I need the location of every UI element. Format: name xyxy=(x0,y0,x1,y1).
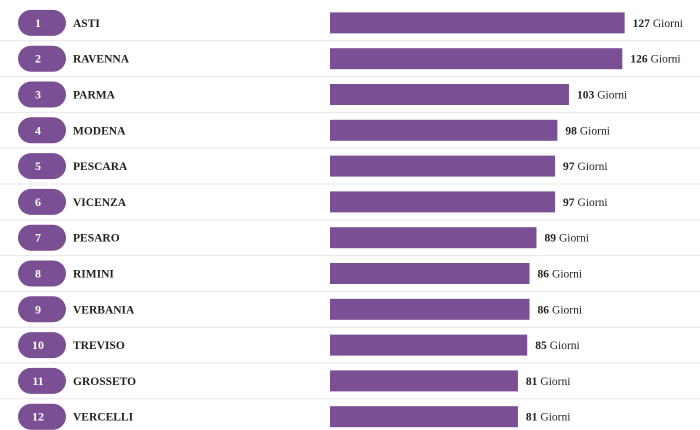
category-label: TREVISO xyxy=(73,340,125,352)
chart-row: 11 GROSSETO 81 Giorni xyxy=(0,367,700,400)
bar xyxy=(330,191,556,213)
category-label: ASTI xyxy=(73,18,100,30)
value-number: 85 xyxy=(535,340,547,352)
value-unit: Giorni xyxy=(580,125,610,137)
value-unit: Giorni xyxy=(578,197,608,209)
category-label: PESCARA xyxy=(73,161,128,173)
rank-badge xyxy=(18,296,66,323)
rank-badge xyxy=(18,117,66,144)
value-number: 97 xyxy=(563,197,575,209)
category-label: MODENA xyxy=(73,125,126,137)
value-unit: Giorni xyxy=(552,269,582,281)
bar xyxy=(330,227,537,249)
value-label: 89 Giorni xyxy=(544,233,589,245)
value-number: 86 xyxy=(538,269,550,281)
value-label: 85 Giorni xyxy=(535,340,580,352)
rank-number: 2 xyxy=(35,52,41,66)
value-unit: Giorni xyxy=(550,340,580,352)
category-label: VERBANIA xyxy=(73,304,135,316)
chart-row: 4 MODENA 98 Giorni xyxy=(0,117,700,149)
category-label: PESARO xyxy=(73,233,120,245)
value-label: 97 Giorni xyxy=(563,197,608,209)
chart-row: 8 RIMINI 86 Giorni xyxy=(0,260,700,292)
value-number: 126 xyxy=(630,54,648,66)
value-label: 86 Giorni xyxy=(538,269,583,281)
category-label: VICENZA xyxy=(73,197,127,209)
value-label: 97 Giorni xyxy=(563,161,608,173)
rank-badge xyxy=(18,224,66,251)
rank-badge xyxy=(18,45,66,72)
value-number: 86 xyxy=(538,304,550,316)
rank-number: 1 xyxy=(35,16,41,30)
value-unit: Giorni xyxy=(540,376,570,388)
rank-number: 4 xyxy=(35,123,41,137)
value-unit: Giorni xyxy=(578,161,608,173)
value-number: 97 xyxy=(563,161,575,173)
value-unit: Giorni xyxy=(653,18,683,30)
chart-row: 1 ASTI 127 Giorni xyxy=(0,9,700,42)
bar xyxy=(330,370,518,392)
chart-row: 2 RAVENNA 126 Giorni xyxy=(0,45,700,78)
value-label: 81 Giorni xyxy=(526,412,571,424)
rank-number: 5 xyxy=(35,159,41,173)
bar xyxy=(330,12,625,34)
rank-number: 6 xyxy=(35,195,41,209)
value-unit: Giorni xyxy=(559,233,589,245)
rank-number: 10 xyxy=(32,338,44,352)
rank-badge xyxy=(18,367,66,394)
value-number: 103 xyxy=(577,90,595,102)
bar xyxy=(330,263,530,284)
rank-badge xyxy=(18,9,66,36)
rank-badge xyxy=(18,153,66,180)
rank-number: 11 xyxy=(32,374,43,388)
category-label: RIMINI xyxy=(73,269,114,281)
value-number: 127 xyxy=(633,18,651,30)
chart-row: 12 VERCELLI 81 Giorni xyxy=(18,403,571,430)
value-label: 98 Giorni xyxy=(565,125,610,137)
rank-number: 7 xyxy=(35,231,41,245)
value-number: 98 xyxy=(565,125,577,137)
chart-row: 3 PARMA 103 Giorni xyxy=(0,81,700,113)
chart-row: 5 PESCARA 97 Giorni xyxy=(0,153,700,185)
category-label: PARMA xyxy=(73,90,116,102)
bar xyxy=(330,48,623,70)
value-unit: Giorni xyxy=(597,90,627,102)
value-label: 126 Giorni xyxy=(630,54,680,66)
bar xyxy=(330,84,569,105)
value-unit: Giorni xyxy=(552,304,582,316)
bar xyxy=(330,334,528,356)
value-number: 89 xyxy=(544,233,556,245)
value-number: 81 xyxy=(526,412,538,424)
value-unit: Giorni xyxy=(651,54,681,66)
category-label: GROSSETO xyxy=(73,376,136,388)
value-label: 81 Giorni xyxy=(526,376,571,388)
bar xyxy=(330,119,558,141)
rank-badge xyxy=(18,260,66,287)
bar xyxy=(330,155,556,177)
bar xyxy=(330,298,530,320)
rank-number: 3 xyxy=(35,88,41,102)
rank-number: 12 xyxy=(32,410,44,424)
value-label: 127 Giorni xyxy=(633,18,683,30)
value-unit: Giorni xyxy=(540,412,570,424)
rank-badge xyxy=(18,332,66,359)
rank-badge xyxy=(18,403,66,430)
bar xyxy=(330,406,518,428)
rank-badge xyxy=(18,81,66,108)
value-label: 86 Giorni xyxy=(538,304,583,316)
rank-badge xyxy=(18,188,66,215)
rank-number: 9 xyxy=(35,302,41,316)
chart-row: 9 VERBANIA 86 Giorni xyxy=(0,296,700,328)
rank-number: 8 xyxy=(35,267,41,281)
category-label: RAVENNA xyxy=(73,54,130,66)
chart-row: 7 PESARO 89 Giorni xyxy=(0,224,700,257)
chart-row: 10 TREVISO 85 Giorni xyxy=(0,332,700,364)
value-label: 103 Giorni xyxy=(577,90,627,102)
chart-row: 6 VICENZA 97 Giorni xyxy=(0,188,700,221)
value-number: 81 xyxy=(526,376,538,388)
category-label: VERCELLI xyxy=(73,412,134,424)
